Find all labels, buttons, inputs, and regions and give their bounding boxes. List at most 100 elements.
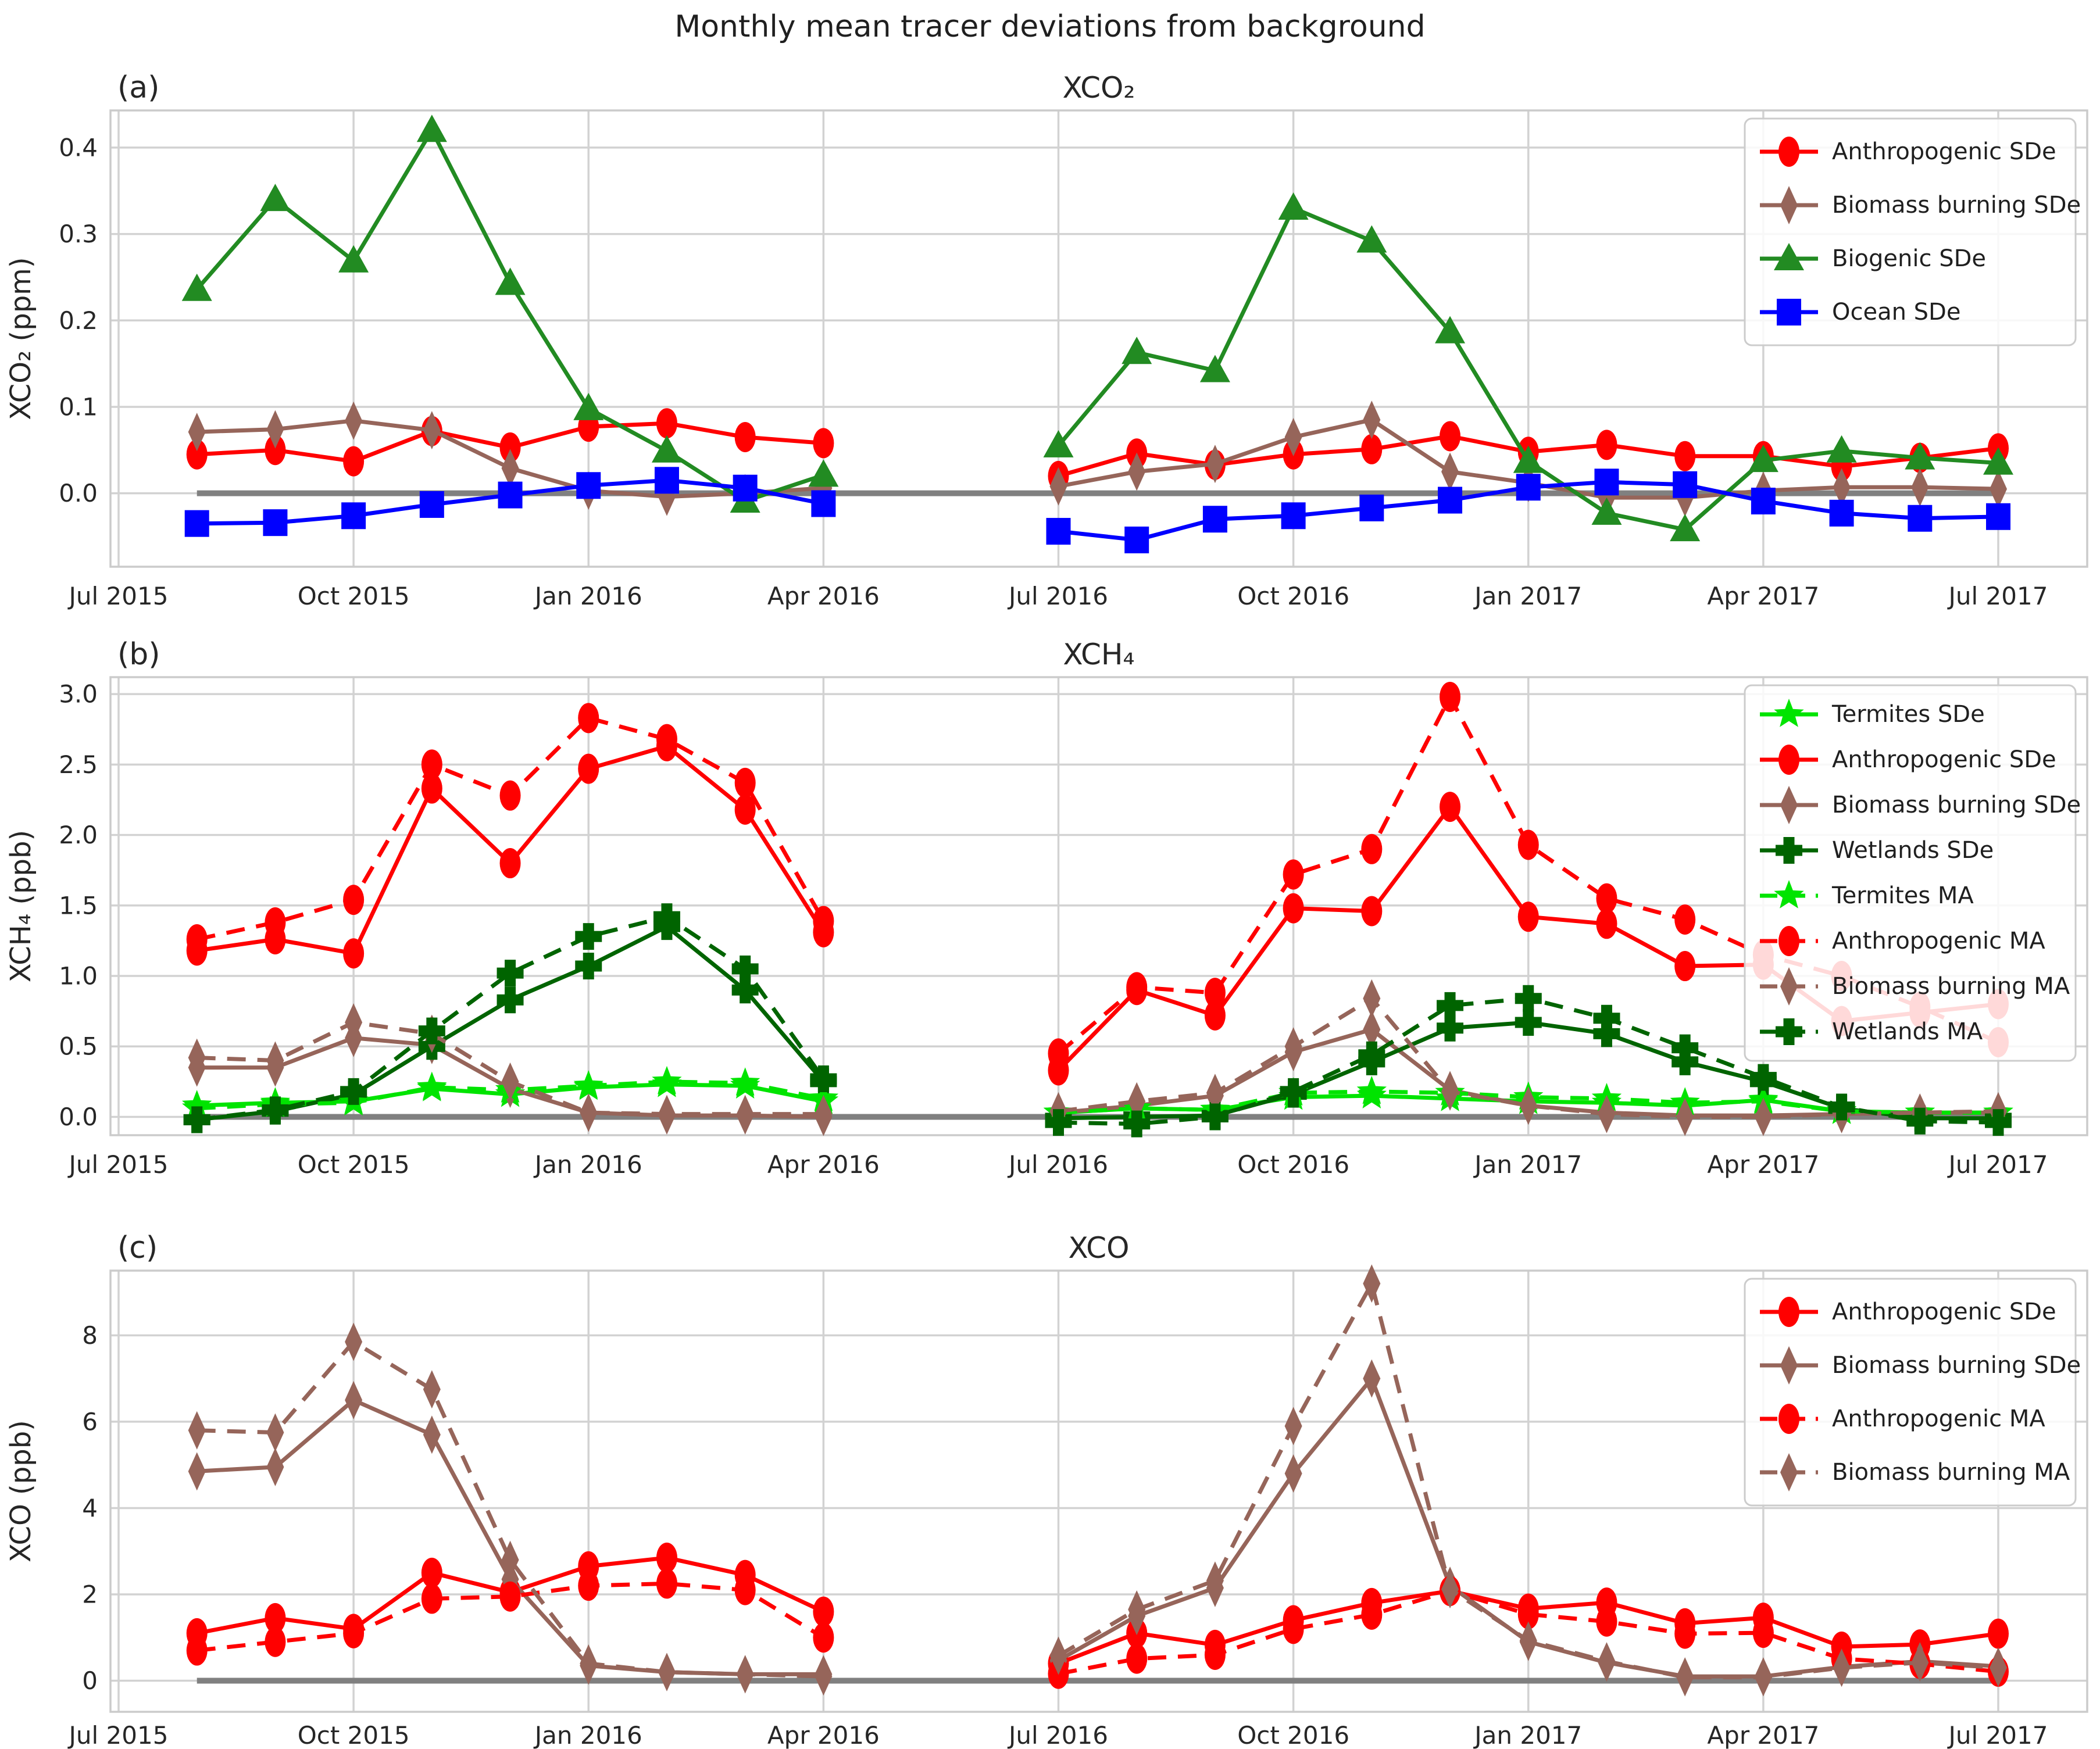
circle-marker [265, 1626, 286, 1657]
circle-marker [1517, 1599, 1539, 1630]
circle-marker [578, 753, 599, 784]
legend-diamond-marker [1780, 1346, 1798, 1385]
diamond-marker [1519, 1621, 1537, 1660]
square-marker [419, 491, 444, 518]
diamond-marker [266, 410, 284, 449]
square-marker [263, 509, 288, 536]
y-tick-label: 6 [82, 1407, 98, 1436]
square-marker [1594, 468, 1619, 496]
x-tick-label: Apr 2017 [1707, 1721, 1819, 1749]
y-tick-label: 2 [82, 1580, 98, 1608]
triangle-marker [1983, 447, 2013, 475]
x-tick-label: Jul 2015 [67, 582, 169, 610]
x-tick-label: Jul 2015 [67, 1721, 169, 1749]
diamond-marker [345, 1003, 363, 1042]
circle-marker [499, 848, 521, 879]
diamond-marker [580, 1644, 598, 1683]
diamond-marker [1911, 1643, 1929, 1682]
x-tick-label: Oct 2016 [1237, 1150, 1349, 1179]
circle-marker [1204, 1000, 1226, 1031]
y-tick-label: 0.1 [59, 392, 98, 421]
circle-marker [1988, 1618, 2009, 1649]
x-tick-label: Oct 2015 [298, 582, 410, 610]
diamond-marker [1128, 452, 1146, 491]
legend-item-label: Biomass burning SDe [1832, 192, 2081, 219]
plot-border [109, 676, 2088, 1136]
circle-marker [1596, 430, 1617, 460]
plus-marker [1906, 1107, 1934, 1135]
circle-marker [421, 1557, 442, 1588]
x-tick-label: Jul 2016 [1007, 1150, 1108, 1179]
square-marker [733, 474, 758, 502]
x-tick-label: Jul 2015 [67, 1150, 169, 1179]
diamond-marker [1754, 1658, 1772, 1697]
circle-marker [1361, 434, 1383, 464]
diamond-marker [736, 1095, 754, 1133]
square-marker [811, 490, 836, 517]
diamond-marker [1676, 1097, 1694, 1136]
legend-circle-marker [1778, 926, 1799, 956]
x-tick-label: Jul 2017 [1947, 582, 2048, 610]
circle-marker [186, 924, 208, 954]
legend-item-label: Wetlands SDe [1832, 837, 1994, 864]
legend-circle-marker [1778, 1404, 1799, 1434]
circle-marker [1674, 1618, 1696, 1649]
y-tick-label: 0.3 [59, 220, 98, 248]
diamond-marker [345, 401, 363, 440]
circle-marker [1048, 1038, 1069, 1069]
x-tick-label: Oct 2016 [1237, 582, 1349, 610]
square-marker [184, 510, 209, 537]
triangle-marker [1591, 497, 1622, 525]
circle-marker [1596, 909, 1617, 939]
diamond-marker [1206, 1074, 1224, 1113]
x-tick-label: Jul 2016 [1007, 1721, 1108, 1749]
diamond-marker [1833, 468, 1851, 507]
plus-marker [731, 977, 759, 1004]
triangle-marker [1356, 225, 1387, 253]
triangle-marker [338, 245, 369, 273]
diamond-marker [1206, 1561, 1224, 1600]
triangle-marker [1905, 442, 1935, 470]
panel-label: (c) [117, 1231, 158, 1265]
diamond-marker [815, 1657, 833, 1696]
diamond-marker [1363, 1359, 1381, 1398]
triangle-marker [1122, 337, 1152, 364]
diamond-marker [1441, 1072, 1459, 1111]
diamond-marker [501, 1540, 519, 1579]
circle-marker [813, 1622, 834, 1653]
legend-square-marker [1777, 299, 1801, 326]
legend-item-label: Biogenic SDe [1832, 245, 1986, 272]
series-line [197, 914, 826, 1122]
plus-marker [1437, 992, 1464, 1019]
circle-marker [813, 1596, 834, 1627]
legend-triangle-marker [1774, 243, 1804, 270]
triangle-marker [1826, 435, 1857, 463]
diamond-marker [423, 411, 441, 450]
x-tick-label: Jul 2017 [1947, 1721, 2048, 1749]
circle-marker [734, 767, 756, 798]
diamond-marker [1284, 1027, 1302, 1066]
circle-marker [186, 1635, 208, 1666]
circle-marker [1440, 792, 1461, 822]
diamond-marker [580, 1093, 598, 1132]
x-tick-label: Apr 2016 [767, 1150, 880, 1179]
diamond-marker [188, 413, 206, 452]
circle-marker [421, 749, 442, 780]
circle-marker [734, 794, 756, 825]
plus-marker [1280, 1078, 1307, 1105]
square-marker [1281, 502, 1306, 530]
diamond-marker [1833, 1648, 1851, 1687]
plus-marker [1985, 1109, 2012, 1136]
circle-marker [1361, 1599, 1383, 1630]
plus-marker [1437, 1014, 1464, 1042]
diamond-marker [1363, 1010, 1381, 1049]
plus-marker [575, 953, 602, 980]
star-marker [1356, 1075, 1387, 1104]
circle-marker [1126, 972, 1148, 1003]
diamond-marker [1206, 445, 1224, 484]
triangle-marker [260, 184, 291, 212]
circle-marker [1674, 904, 1696, 935]
legend-item-label: Biomass burning MA [1832, 1459, 2070, 1486]
circle-marker [734, 421, 756, 452]
square-marker [1673, 471, 1698, 498]
